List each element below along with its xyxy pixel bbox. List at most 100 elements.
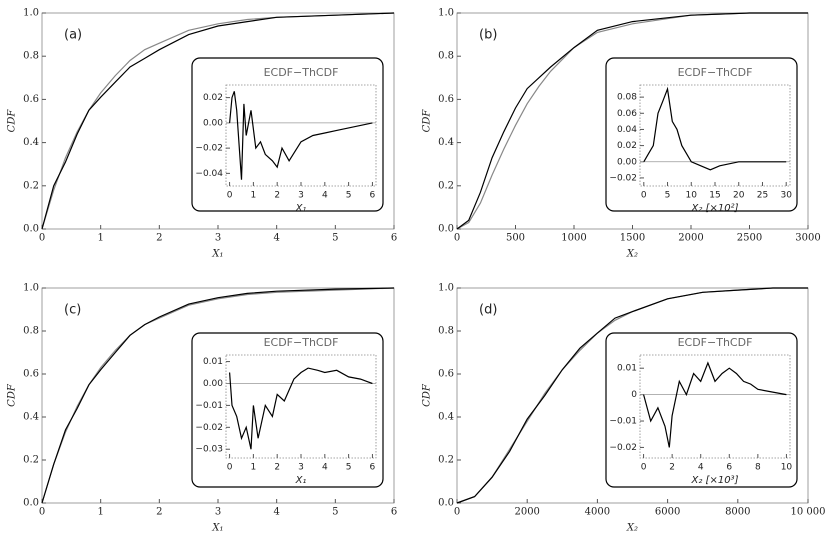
inset: 0 1 2 3 4 5 6 0.01 0.00 −0.01 −0.02 −0.03 ECDF−ThCDF… (191, 332, 384, 488)
y-tick-label: 0.0 (438, 498, 454, 509)
y-tick-label: −0.02 (195, 423, 223, 433)
y-tick-label: 0.6 (23, 94, 39, 105)
x-tick-label: 3 (298, 463, 304, 473)
x-tick-label: 3 (215, 507, 221, 518)
x-axis-label: X₂ [×10³] (691, 475, 739, 486)
y-tick-label: 0.00 (203, 379, 223, 389)
y-tick-label: 0.01 (617, 364, 637, 374)
x-tick-label: 8 (755, 463, 761, 473)
x-tick-label: 1 (97, 233, 103, 244)
x-tick-label: 6 (391, 233, 397, 244)
y-tick-label: 0.08 (617, 93, 637, 103)
y-tick-label: 1.0 (438, 283, 454, 294)
inset-title: ECDF−ThCDF (264, 66, 339, 79)
x-tick-label: 3 (215, 233, 221, 244)
y-tick-label: 0.2 (438, 455, 454, 466)
panel: 0 1 2 3 4 5 6 0.0 0.2 0.4 0.6 0.8 1.0 (c) X₁ CDF (7, 283, 398, 534)
y-tick-label: 0.2 (23, 180, 39, 191)
y-tick-label: −0.02 (195, 144, 223, 154)
x-tick-label: 500 (506, 233, 525, 244)
x-tick-label: 10 000 (791, 507, 826, 518)
data-line (456, 287, 808, 504)
x-tick-label: 6 (391, 507, 397, 518)
inset-box (191, 57, 384, 212)
y-tick-label: 0.8 (438, 51, 454, 62)
x-tick-label: 6 (370, 463, 376, 473)
y-tick-label: 1.0 (23, 8, 39, 19)
x-tick-label: 25 (757, 191, 768, 201)
y-tick-label: 0.8 (438, 326, 454, 337)
y-tick-label: 0.2 (438, 180, 454, 191)
data-line (41, 12, 395, 230)
inset-title: ECDF−ThCDF (264, 336, 339, 349)
y-tick-label: 0.4 (23, 137, 39, 148)
inset-title: ECDF−ThCDF (678, 336, 753, 349)
inset: 0 5 10 15 20 25 30 0.08 0.06 0.04 0.02 0.00 −0.02 ECD… (605, 57, 798, 214)
y-tick-label: 0.04 (617, 125, 637, 135)
y-tick-label: −0.01 (195, 401, 223, 411)
y-tick-label: 0.6 (438, 369, 454, 380)
y-tick-label: 0.8 (23, 51, 39, 62)
y-tick-label: 0.4 (438, 412, 454, 423)
y-tick-label: 0.02 (617, 141, 637, 151)
x-tick-label: 3 (298, 191, 304, 201)
inset-box (191, 332, 384, 488)
x-tick-label: 0 (39, 233, 45, 244)
x-tick-label: 0 (454, 233, 460, 244)
x-tick-label: 1500 (620, 233, 645, 244)
panel: 0 2000 4000 6000 8000 10 000 0.0 0.2 0.4 0.6 0.8 1.… (422, 283, 826, 534)
y-tick-label: 1.0 (23, 283, 39, 294)
panel-label: (a) (64, 28, 82, 43)
y-tick-label: 0.4 (23, 412, 39, 423)
data-line (643, 86, 787, 171)
data-line (229, 367, 373, 450)
panel: 0 1 2 3 4 5 6 0.0 0.2 0.4 0.6 0.8 1.0 (a) X₁ CDF (7, 8, 398, 260)
y-tick-label: −0.02 (609, 173, 637, 183)
x-tick-label: 5 (332, 233, 338, 244)
x-tick-label: 2 (156, 507, 162, 518)
panel: 0 500 1000 1500 2000 2500 3000 0.0 0.2 0.4 0.6 0.8 1… (422, 8, 821, 260)
inset-box (605, 332, 798, 488)
inset-box (605, 57, 798, 212)
inset: 0 1 2 3 4 5 6 0.02 0.00 −0.02 −0.04 ECDF−ThCDF X₁ (191, 57, 384, 214)
x-tick-label: 0 (227, 463, 233, 473)
y-tick-label: 0.6 (23, 369, 39, 380)
data-line (41, 12, 395, 230)
x-axis-label: X₁ (295, 475, 307, 486)
y-tick-label: 0.6 (438, 94, 454, 105)
y-axis-label: CDF (7, 109, 18, 133)
y-axis-label: CDF (7, 383, 18, 407)
inset: 0 2 4 6 8 10 0.01 0 −0.01 −0.02 ECDF−ThCDF X₂ [×10³… (605, 332, 798, 488)
x-tick-label: 0 (641, 463, 647, 473)
x-tick-label: 4 (698, 463, 704, 473)
x-tick-label: 6 (726, 463, 732, 473)
plot-frame (225, 84, 377, 187)
y-tick-label: 1.0 (438, 8, 454, 19)
x-axis-label: X₁ (211, 523, 223, 534)
x-tick-label: 2500 (737, 233, 762, 244)
y-tick-label: 0.0 (438, 224, 454, 235)
x-tick-label: 6000 (655, 507, 680, 518)
y-tick-label: −0.01 (609, 417, 637, 427)
panel-label: (d) (479, 303, 497, 318)
x-axis-label: X₂ (626, 523, 638, 534)
y-tick-label: 0.2 (23, 455, 39, 466)
y-tick-label: 0.0 (23, 224, 39, 235)
data-line (456, 12, 808, 230)
plot-frame (456, 287, 809, 504)
x-tick-label: 4 (322, 463, 328, 473)
x-tick-label: 1000 (561, 233, 586, 244)
x-tick-label: 30 (780, 191, 792, 201)
x-tick-label: 2 (274, 463, 280, 473)
x-tick-label: 2 (274, 191, 280, 201)
y-tick-label: 0.8 (23, 326, 39, 337)
data-line (229, 91, 373, 180)
x-tick-label: 2 (156, 233, 162, 244)
x-tick-label: 1 (97, 507, 103, 518)
x-axis-label: X₂ [×10²] (691, 203, 739, 214)
x-tick-label: 15 (709, 191, 720, 201)
y-tick-label: 0.00 (617, 157, 637, 167)
x-tick-label: 8000 (725, 507, 750, 518)
